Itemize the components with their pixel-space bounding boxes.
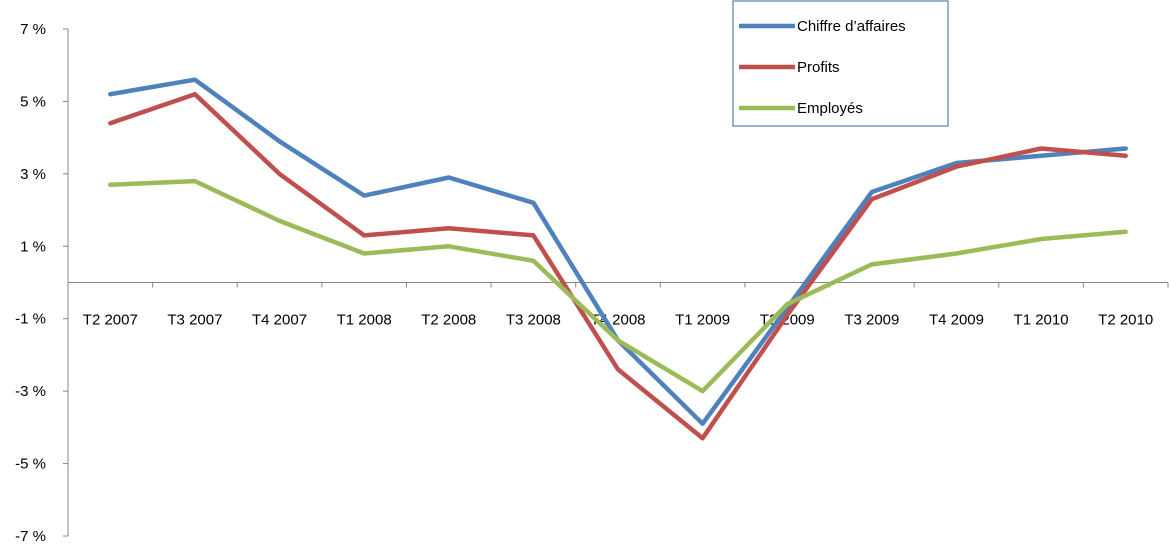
y-tick-label: 3 % bbox=[20, 166, 46, 183]
x-tick-label: T1 2009 bbox=[675, 312, 730, 329]
x-tick-label: T1 2008 bbox=[337, 312, 392, 329]
x-axis-ticks: T2 2007 T3 2007 T4 2007 T1 2008 T2 2008 T3 20… bbox=[67, 282, 1169, 329]
series-line-1 bbox=[108, 91, 1128, 441]
legend-box bbox=[732, 0, 949, 127]
legend-label: Profits bbox=[797, 59, 840, 76]
y-tick-label: -3 % bbox=[15, 383, 46, 400]
y-tick-label: 5 % bbox=[20, 93, 46, 110]
legend: Chiffre d’affaires Profits Employés bbox=[732, 0, 949, 127]
x-tick-label: T3 2007 bbox=[167, 312, 222, 329]
legend-label: Chiffre d’affaires bbox=[797, 18, 906, 35]
y-tick-label: -1 % bbox=[15, 311, 46, 328]
y-tick-label: -7 % bbox=[15, 528, 46, 545]
x-tick-label: T3 2009 bbox=[844, 312, 899, 329]
x-tick-label: T2 2008 bbox=[421, 312, 476, 329]
legend-label: Employés bbox=[797, 100, 863, 117]
x-tick-label: T1 2010 bbox=[1014, 312, 1069, 329]
x-tick-label: T2 2007 bbox=[83, 312, 138, 329]
x-tick-label: T2 2010 bbox=[1098, 312, 1153, 329]
y-axis-ticks: 7 % 5 % 3 % 1 % -1 % -3 % -5 % -7 % bbox=[15, 21, 68, 545]
series-line-2 bbox=[108, 178, 1128, 394]
x-tick-label: T4 2007 bbox=[252, 312, 307, 329]
x-tick-label: T4 2009 bbox=[929, 312, 984, 329]
y-tick-label: 1 % bbox=[20, 238, 46, 255]
y-tick-label: -5 % bbox=[15, 456, 46, 473]
x-tick-label: T3 2008 bbox=[506, 312, 561, 329]
series-layer bbox=[108, 77, 1128, 441]
y-tick-label: 7 % bbox=[20, 21, 46, 38]
